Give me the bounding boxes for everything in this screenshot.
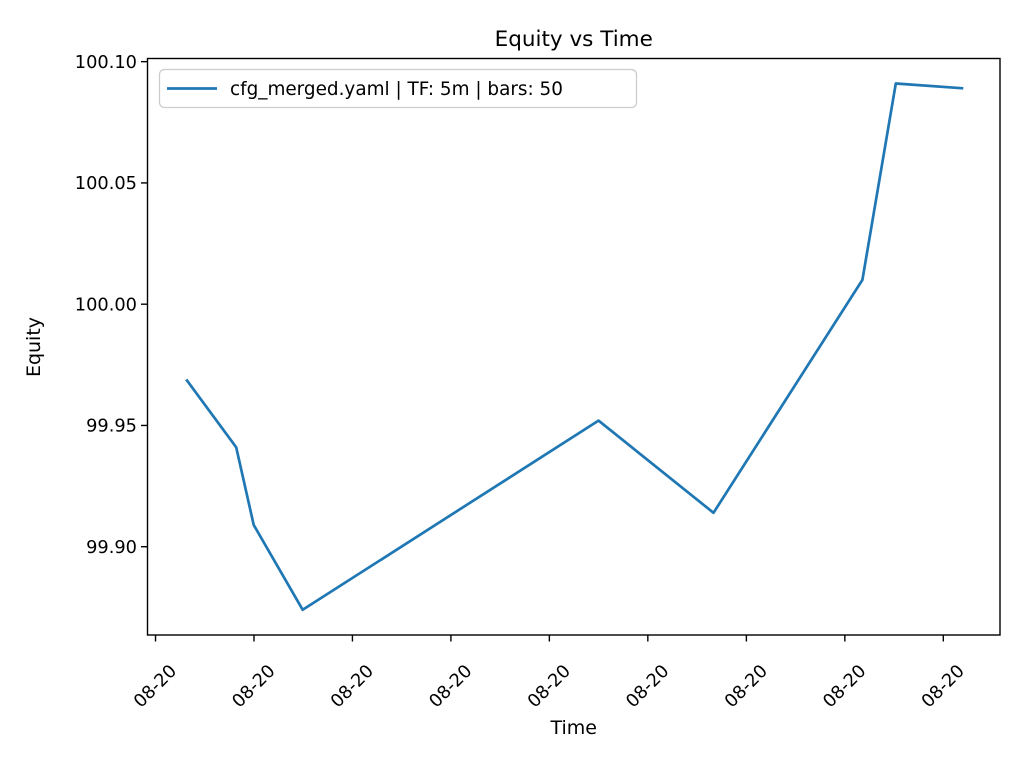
chart-title: Equity vs Time bbox=[495, 27, 653, 52]
x-tick-label: 08-20 bbox=[819, 661, 870, 712]
legend-box bbox=[158, 68, 638, 109]
x-tick-label: 08-20 bbox=[228, 661, 279, 712]
y-axis-label: Equity bbox=[23, 317, 45, 377]
x-axis-ticks: 08-20 08-20 08-20 08-20 08-20 08-20 08-20 08-20… bbox=[130, 635, 969, 712]
y-tick-label: 99.90 bbox=[86, 537, 137, 558]
y-axis-ticks: 99.90 99.95 100.00 100.05 100.10 bbox=[75, 52, 148, 558]
legend: cfg_merged.yaml | TF: 5m | bars: 50 bbox=[158, 68, 638, 109]
x-tick-label: 08-20 bbox=[917, 661, 968, 712]
x-tick-label: 08-20 bbox=[327, 661, 378, 712]
y-tick-label: 100.10 bbox=[75, 52, 137, 73]
x-tick-label: 08-20 bbox=[524, 661, 575, 712]
x-tick-label: 08-20 bbox=[425, 661, 476, 712]
x-tick-label: 08-20 bbox=[130, 661, 181, 712]
x-tick-label: 08-20 bbox=[721, 661, 772, 712]
x-tick-label: 08-20 bbox=[622, 661, 673, 712]
legend-label: cfg_merged.yaml | TF: 5m | bars: 50 bbox=[230, 79, 563, 100]
equity-line bbox=[185, 82, 964, 612]
plot-area bbox=[147, 58, 1000, 635]
series-layer bbox=[185, 82, 964, 612]
y-tick-label: 100.05 bbox=[75, 173, 137, 194]
y-tick-label: 100.00 bbox=[75, 294, 137, 315]
plot-border bbox=[146, 57, 1001, 636]
y-tick-label: 99.95 bbox=[86, 416, 137, 437]
x-axis-label: Time bbox=[550, 717, 598, 739]
